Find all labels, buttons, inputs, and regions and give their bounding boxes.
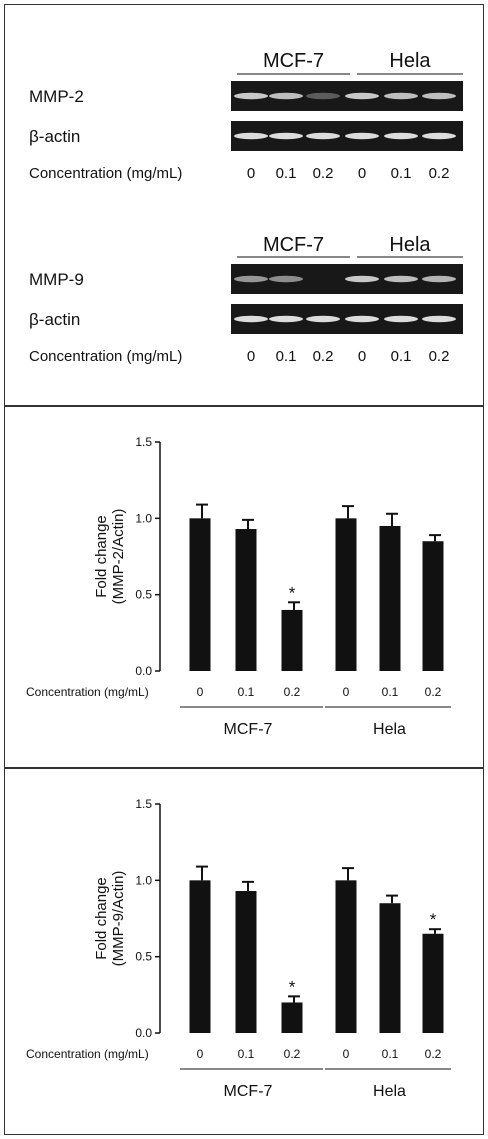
bar [189, 880, 211, 1033]
y-axis-label-line: (MMP-9/Actin) [110, 871, 127, 967]
gel-band [234, 132, 268, 140]
gel-group-label: MCF-7 [263, 50, 324, 72]
gel-lane-label: 0.2 [429, 165, 450, 182]
group-label: MCF-7 [224, 1083, 273, 1100]
mmp2-bar-chart: 0.0 0.5 1.0 1.5 Fold change(MMP-2/Actin) * Con… [26, 435, 451, 738]
gel-lane-label: 0 [358, 165, 366, 182]
group-label: Hela [373, 721, 406, 738]
y-tick-label: 1.0 [135, 873, 152, 887]
gel-lane-label: 0.1 [276, 165, 297, 182]
bar [281, 1002, 303, 1033]
x-tick-label: 0.1 [238, 685, 255, 699]
group-label: Hela [373, 1083, 406, 1100]
y-tick-label: 0.0 [135, 664, 152, 678]
gel-row-label: MMP-2 [29, 87, 84, 106]
gel-lane-label: 0.1 [276, 348, 297, 365]
gel-group-label: Hela [389, 50, 431, 72]
x-tick-label: 0 [343, 685, 350, 699]
x-tick-label: 0.2 [425, 685, 442, 699]
gel-group-label: MCF-7 [263, 234, 324, 256]
gel-lane-label: 0 [247, 165, 255, 182]
gel-band [306, 315, 340, 323]
gel-band [269, 275, 303, 283]
gel-lane-label: 0.1 [391, 165, 412, 182]
significance-marker: * [289, 583, 296, 602]
gel-lane-label: 0.2 [313, 165, 334, 182]
y-tick-label: 0.5 [135, 950, 152, 964]
y-axis-label-line: (MMP-2/Actin) [110, 509, 127, 605]
significance-marker: * [289, 977, 296, 996]
gel-band [422, 132, 456, 140]
gel-concentration-label: Concentration (mg/mL) [29, 348, 182, 365]
gel-band [422, 275, 456, 283]
x-tick-label: 0.2 [284, 685, 301, 699]
bar [281, 609, 303, 671]
gel-lane-label: 0 [247, 348, 255, 365]
gel-band [234, 92, 268, 100]
concentration-label: Concentration (mg/mL) [26, 685, 149, 699]
significance-marker: * [430, 910, 437, 929]
gel-band [234, 315, 268, 323]
gel-band [306, 132, 340, 140]
y-tick-label: 0.5 [135, 588, 152, 602]
concentration-label: Concentration (mg/mL) [26, 1047, 149, 1061]
x-tick-label: 0.1 [382, 685, 399, 699]
bar [422, 933, 444, 1033]
mmp2-chart-panel: 0.0 0.5 1.0 1.5 Fold change(MMP-2/Actin) * Con… [4, 406, 484, 768]
gel-band [345, 275, 379, 283]
x-tick-label: 0 [197, 1047, 204, 1061]
gel-band [234, 275, 268, 283]
x-tick-label: 0.2 [284, 1047, 301, 1061]
x-tick-label: 0.1 [238, 1047, 255, 1061]
gel-panel: MCF-7 Hela MMP-2 β-actin Concentration (mg/m… [4, 4, 484, 406]
gel-band [422, 315, 456, 323]
x-tick-label: 0 [197, 685, 204, 699]
gel-band [422, 92, 456, 100]
gel-row-label: β-actin [29, 310, 80, 329]
gel-row-label: β-actin [29, 127, 80, 146]
gel-band [345, 92, 379, 100]
gel-band [345, 315, 379, 323]
bar [189, 518, 211, 671]
gel-lane-label: 0 [358, 348, 366, 365]
bar [335, 880, 357, 1033]
bar [335, 518, 357, 671]
gel-svg: MCF-7 Hela MMP-2 β-actin Concentration (mg/m… [29, 50, 463, 365]
gel-concentration-label: Concentration (mg/mL) [29, 165, 182, 182]
bar [422, 541, 444, 671]
group-label: MCF-7 [224, 721, 273, 738]
y-axis-label: Fold change(MMP-2/Actin) [93, 509, 127, 605]
gel-band [384, 315, 418, 323]
y-axis-label: Fold change(MMP-9/Actin) [93, 871, 127, 967]
y-tick-label: 1.5 [135, 435, 152, 449]
bar [379, 903, 401, 1033]
x-tick-label: 0.1 [382, 1047, 399, 1061]
gel-band [306, 92, 340, 100]
gel-band [384, 92, 418, 100]
bar [235, 529, 257, 671]
gel-lane-label: 0.2 [429, 348, 450, 365]
bar [379, 525, 401, 671]
y-axis-label-line: Fold change [93, 877, 110, 960]
y-tick-label: 1.0 [135, 511, 152, 525]
gel-group-label: Hela [389, 234, 431, 256]
gel-lane-label: 0.1 [391, 348, 412, 365]
y-tick-label: 0.0 [135, 1026, 152, 1040]
x-tick-label: 0.2 [425, 1047, 442, 1061]
gel-band [269, 315, 303, 323]
gel-row-label: MMP-9 [29, 270, 84, 289]
gel-band [345, 132, 379, 140]
mmp9-chart-panel: 0.0 0.5 1.0 1.5 Fold change(MMP-9/Actin) * * Co… [4, 768, 484, 1135]
bar [235, 891, 257, 1033]
gel-band [384, 132, 418, 140]
gel-band [269, 92, 303, 100]
gel-band [269, 132, 303, 140]
mmp9-bar-chart: 0.0 0.5 1.0 1.5 Fold change(MMP-9/Actin) * * Co… [26, 797, 451, 1100]
y-tick-label: 1.5 [135, 797, 152, 811]
y-axis-label-line: Fold change [93, 515, 110, 598]
gel-band [384, 275, 418, 283]
x-tick-label: 0 [343, 1047, 350, 1061]
gel-lane-label: 0.2 [313, 348, 334, 365]
